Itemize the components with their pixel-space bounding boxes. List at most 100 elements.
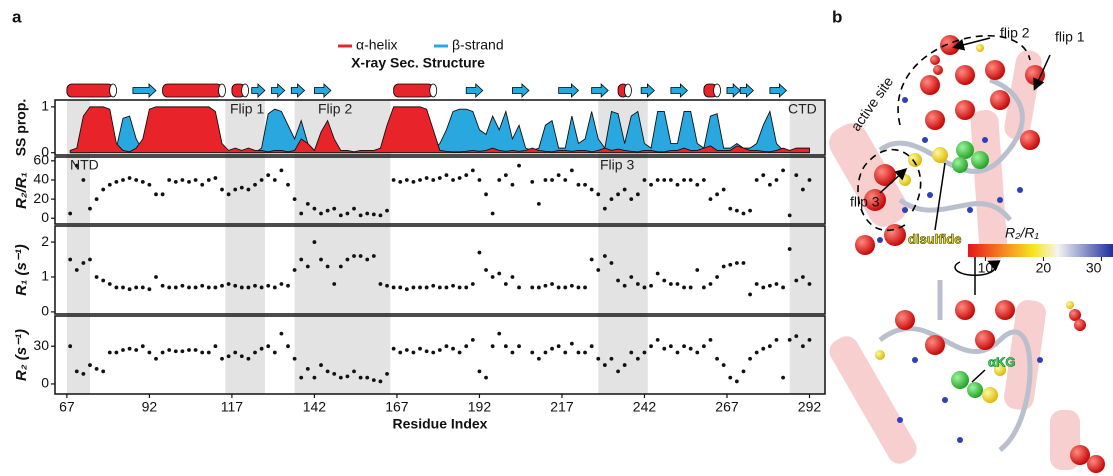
data-point	[187, 285, 191, 290]
shaded-region	[789, 100, 825, 394]
data-point	[649, 344, 653, 349]
strand	[465, 83, 484, 98]
data-point	[180, 349, 185, 354]
strand	[558, 83, 580, 98]
data-point	[107, 282, 112, 286]
data-point	[286, 283, 290, 288]
helix	[703, 83, 721, 98]
data-point	[371, 254, 376, 258]
data-point	[391, 285, 396, 290]
data-point	[543, 350, 548, 355]
y-tick-label: 1	[41, 268, 49, 284]
data-point	[497, 331, 502, 336]
data-point	[787, 338, 792, 342]
data-point	[286, 182, 290, 187]
data-point	[160, 350, 165, 355]
data-point	[325, 208, 330, 213]
data-point	[418, 346, 422, 351]
annotation: Flip 2	[318, 101, 352, 117]
data-point	[503, 344, 508, 349]
data-point	[503, 282, 508, 286]
data-point	[556, 285, 561, 290]
data-point	[378, 213, 383, 218]
helix-end	[109, 83, 117, 98]
data-point	[266, 283, 271, 288]
data-point	[609, 261, 614, 265]
data-point	[576, 350, 581, 355]
data-point	[734, 379, 739, 384]
data-point	[127, 346, 132, 351]
data-point	[761, 346, 766, 351]
data-point	[226, 192, 231, 197]
data-point	[253, 182, 257, 187]
data-point	[781, 285, 785, 290]
data-point	[226, 282, 231, 286]
data-point	[167, 178, 172, 182]
data-point	[437, 285, 442, 290]
y-tick-label: 0	[41, 209, 49, 225]
data-point	[444, 173, 449, 178]
shaded-region	[66, 100, 90, 394]
strand	[512, 83, 530, 98]
data-point	[312, 206, 317, 211]
data-point	[253, 283, 257, 288]
data-point	[616, 278, 620, 283]
data-point	[451, 283, 455, 288]
data-point	[134, 348, 139, 352]
data-point	[563, 350, 568, 355]
data-point	[761, 285, 766, 290]
data-point	[774, 338, 779, 342]
x-tick-label: 167	[385, 399, 409, 415]
y-tick-label: 1	[41, 98, 49, 114]
data-point	[589, 187, 594, 192]
data-point	[741, 211, 746, 216]
data-point	[807, 282, 812, 286]
data-point	[721, 264, 726, 269]
data-point	[583, 350, 587, 355]
annotation: CTD	[788, 101, 817, 117]
helix-end	[713, 83, 721, 98]
annotation: NTD	[70, 157, 99, 173]
data-point	[404, 287, 409, 292]
data-point	[635, 356, 640, 361]
data-point	[602, 206, 607, 211]
x-tick-label: 92	[142, 399, 158, 415]
data-point	[556, 344, 561, 349]
data-point	[391, 178, 396, 182]
data-point	[550, 178, 554, 182]
data-point	[655, 338, 660, 342]
strand	[670, 83, 688, 98]
data-point	[365, 211, 370, 216]
data-point	[457, 350, 462, 355]
data-point	[418, 178, 422, 182]
data-point	[338, 264, 343, 269]
x-tick-label: 117	[221, 399, 244, 415]
data-point	[602, 363, 607, 367]
data-point	[800, 187, 805, 192]
data-point	[154, 275, 158, 279]
data-point	[708, 197, 713, 202]
data-point	[431, 350, 436, 355]
data-point	[695, 268, 700, 272]
data-point	[180, 178, 185, 182]
data-point	[101, 278, 106, 283]
data-point	[319, 257, 323, 262]
data-point	[701, 178, 706, 182]
data-point	[477, 250, 482, 255]
data-point	[154, 192, 158, 197]
data-point	[675, 350, 680, 355]
y-tick-label: 20	[33, 190, 49, 206]
data-point	[398, 350, 403, 355]
ss-area	[69, 106, 810, 154]
data-point	[114, 179, 119, 184]
data-point	[622, 283, 627, 288]
data-point	[200, 350, 205, 355]
annotation: Flip 3	[600, 157, 634, 173]
data-point	[332, 206, 337, 211]
data-point	[193, 178, 198, 182]
data-point	[147, 287, 152, 292]
data-point	[807, 178, 812, 182]
data-point	[239, 185, 244, 190]
data-point	[781, 168, 785, 173]
data-point	[457, 176, 462, 180]
